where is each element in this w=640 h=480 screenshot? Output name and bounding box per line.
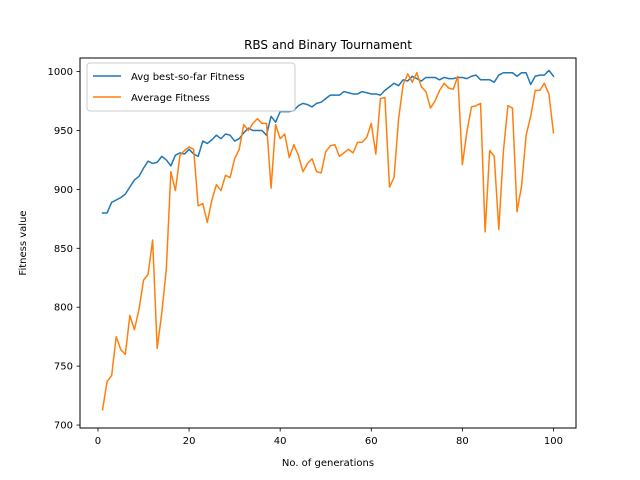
x-tick-label: 0	[95, 436, 101, 447]
legend-box	[86, 62, 296, 112]
y-tick-label: 750	[54, 362, 73, 373]
y-axis-label: Fitness value	[18, 210, 29, 275]
plot-area	[79, 57, 577, 429]
y-tick-label: 950	[54, 126, 73, 137]
legend: Avg best-so-far Fitness Average Fitness	[86, 62, 296, 112]
x-tick-label: 20	[183, 436, 196, 447]
series-layer	[101, 69, 555, 411]
x-tick-label: 60	[365, 436, 378, 447]
plot-frame	[79, 57, 577, 429]
y-tick-label: 900	[54, 185, 73, 196]
legend-label-average: Average Fitness	[131, 93, 210, 104]
y-axis: 700 750 800 850 900 950 1000	[48, 67, 80, 432]
y-tick-label: 800	[54, 303, 73, 314]
y-tick-label: 850	[54, 244, 73, 255]
x-tick-label: 100	[544, 436, 563, 447]
legend-label-avg-best: Avg best-so-far Fitness	[131, 72, 245, 83]
y-tick-label: 1000	[48, 67, 73, 78]
series-line-avg-best	[101, 69, 555, 214]
series-line-average	[101, 71, 555, 411]
x-axis-label: No. of generations	[282, 458, 374, 469]
chart-title: RBS and Binary Tournament	[244, 38, 412, 52]
x-tick-label: 80	[456, 436, 469, 447]
y-tick-label: 700	[54, 421, 73, 432]
x-tick-label: 40	[274, 436, 287, 447]
x-axis: 0 20 40 60 80 100	[95, 428, 563, 447]
